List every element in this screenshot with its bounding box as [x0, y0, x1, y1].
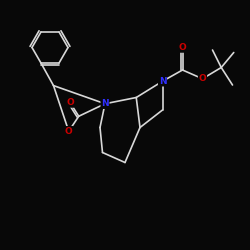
Text: N: N [101, 99, 109, 108]
Text: O: O [178, 43, 186, 52]
Text: O: O [66, 98, 74, 107]
Text: N: N [159, 77, 166, 86]
Text: O: O [65, 127, 72, 136]
Text: O: O [198, 74, 206, 83]
